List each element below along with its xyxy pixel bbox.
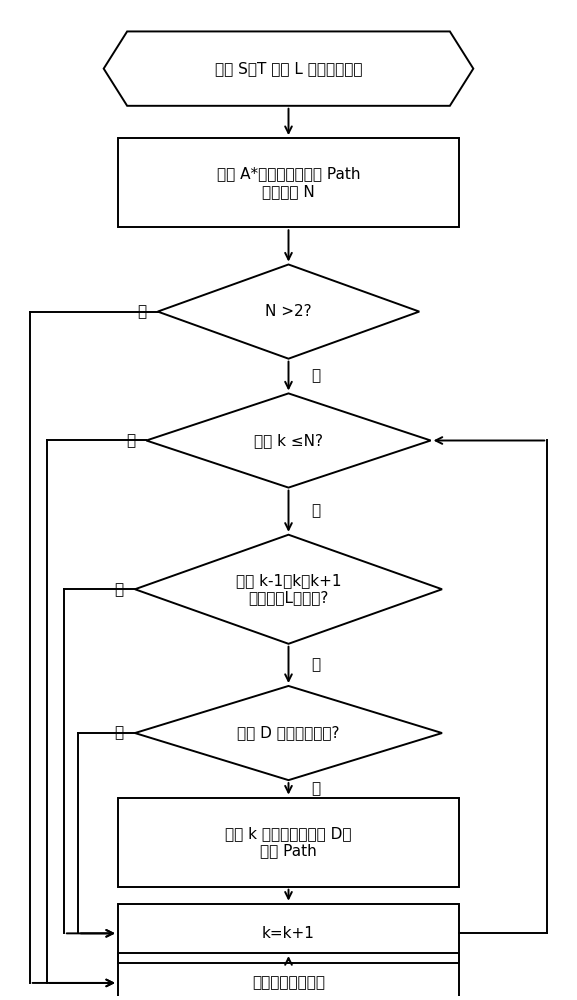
Text: 是: 是	[311, 369, 320, 384]
Text: 否: 否	[126, 433, 135, 448]
Text: k=k+1: k=k+1	[262, 926, 315, 941]
Text: 否: 否	[137, 304, 147, 319]
Bar	[118, 953, 459, 1000]
Bar	[118, 798, 459, 887]
Text: 是: 是	[311, 504, 320, 519]
Text: 对角 D 是否为障碍物?: 对角 D 是否为障碍物?	[237, 726, 340, 741]
Text: 是: 是	[114, 726, 123, 741]
Text: 节点 k-1、k、k+1
是否组成L型路径?: 节点 k-1、k、k+1 是否组成L型路径?	[236, 573, 341, 605]
Text: 是: 是	[311, 657, 320, 672]
Text: 获得 A*算法的初始路径 Path
节点数为 N: 获得 A*算法的初始路径 Path 节点数为 N	[217, 166, 360, 199]
Text: 获得处理后的路径: 获得处理后的路径	[252, 975, 325, 990]
Bar	[118, 138, 459, 227]
Text: 节点 k ≤N?: 节点 k ≤N?	[254, 433, 323, 448]
Text: 否: 否	[114, 582, 123, 597]
Bar	[118, 904, 459, 963]
Text: N >2?: N >2?	[265, 304, 312, 319]
Text: 根据 S、T 定义 L 型路径趋势标: 根据 S、T 定义 L 型路径趋势标	[215, 61, 362, 76]
Text: 否: 否	[311, 781, 320, 796]
Text: 节点 k 替换成对角节点 D，
更新 Path: 节点 k 替换成对角节点 D， 更新 Path	[225, 826, 352, 858]
